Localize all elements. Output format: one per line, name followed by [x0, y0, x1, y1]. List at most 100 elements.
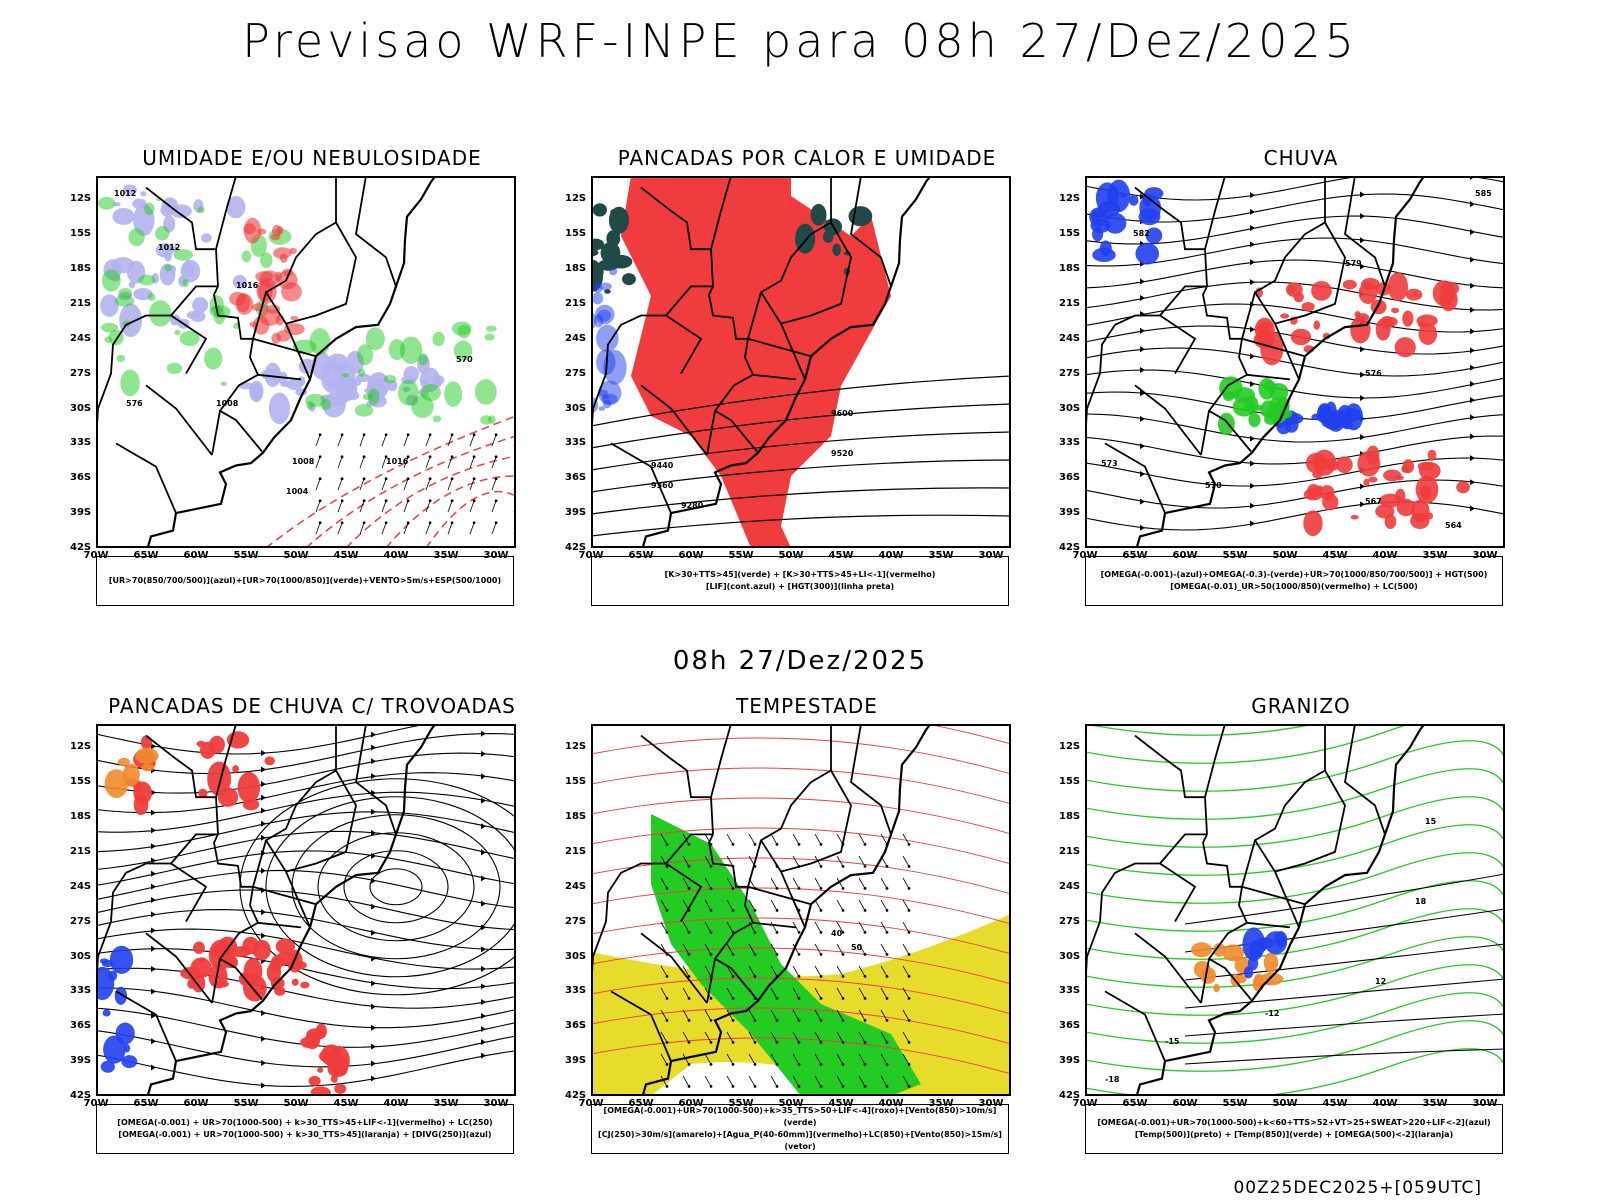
rain-blue-area [1336, 404, 1353, 428]
x-tick-label: 65W [133, 1098, 159, 1109]
y-tick-label: 18S [1059, 263, 1081, 274]
temp-label: -18 [1105, 1075, 1120, 1084]
wind-arrow-head [384, 433, 388, 437]
wind850-vector [858, 921, 866, 933]
country-border [1134, 932, 1202, 1004]
heat-green-area [832, 243, 842, 257]
wind850-vector [726, 987, 734, 999]
y-tick-label: 27S [1059, 367, 1081, 379]
lc250-streamline-arrow [261, 1010, 266, 1017]
wind850-vector [660, 1053, 668, 1065]
legend-line: [OMEGA(-0.001) + UR>70(1000-500) + k>30_… [118, 1130, 492, 1139]
coastline [641, 724, 932, 1096]
wind-arrow-head [406, 477, 410, 481]
y-tick-label: 36S [1059, 1020, 1081, 1032]
wind850-vector-head [797, 996, 801, 1000]
temp850-green-contour [1085, 1048, 1505, 1096]
wind-arrow-head [340, 477, 344, 481]
coastline [146, 724, 437, 1096]
hgt500-streamline [1085, 237, 1505, 267]
wind850-vector [726, 943, 734, 955]
humidity-green-contour [487, 415, 496, 425]
lc250-streamline-arrow [371, 773, 376, 780]
wind850-vector [814, 877, 822, 889]
x-tick-label: 50W [1272, 550, 1298, 561]
hgt500-streamline [1085, 347, 1505, 377]
country-border [1159, 833, 1207, 865]
rain-red-area [1280, 313, 1290, 319]
y-tick-label: 21S [1059, 297, 1081, 309]
wind850-vector [858, 1053, 866, 1065]
heat-green-area [822, 230, 834, 244]
water-red-contour [591, 977, 1011, 1015]
wind-arrow-head [384, 521, 388, 525]
wind850-vector [902, 855, 910, 867]
wind-arrow-head [428, 455, 432, 459]
lc250-streamline-arrow [371, 903, 376, 910]
wind-arrow-head [428, 499, 432, 503]
wind850-vector [748, 833, 756, 845]
wind850-vector [748, 1053, 756, 1065]
wind850-vector [814, 987, 822, 999]
storm-red-area [199, 741, 216, 759]
wind-arrow-head [472, 477, 476, 481]
hgt-label: 9520 [831, 449, 854, 458]
wind-arrow-head [318, 477, 322, 481]
rain-red-area [1420, 484, 1432, 500]
humidity-blue-area [140, 191, 147, 197]
map-svg: 1012 1012 1016 1008 1004 1008 1016 570 576 [96, 176, 516, 548]
wind850-vector-head [885, 908, 889, 912]
country-border [1200, 410, 1210, 456]
wind850-vector [660, 1075, 668, 1087]
wind850-vector [902, 921, 910, 933]
lc250-streamline-arrow [151, 945, 156, 952]
rain-red-area [1402, 310, 1414, 327]
wind-arrow-head [340, 455, 344, 459]
lc250-streamline-arrow [151, 911, 156, 918]
humidity-blue-area [232, 274, 247, 289]
wind850-vector [858, 965, 866, 977]
y-tick-label: 27S [565, 915, 587, 927]
wind-arrow-head [494, 477, 498, 481]
chart-map: 12S 15S 18S 21S 24S 27S 30S 33S 36S 39S 42S 70W 65W 6… [70, 724, 516, 1109]
x-tick-label: 40W [878, 550, 904, 561]
wind850-vector-head [885, 930, 889, 934]
wind-arrow [315, 478, 321, 491]
map-svg: 12 15 18 -12 -15 -18 [1085, 724, 1505, 1096]
rain-red-area [1394, 337, 1416, 358]
wind850-vector-head [819, 996, 823, 1000]
wind-arrow [469, 522, 475, 535]
x-tick-label: 35W [433, 550, 459, 561]
lc250-streamline-arrow [261, 749, 266, 756]
rain-red-area [1313, 320, 1321, 330]
country-border [1134, 384, 1202, 456]
storm-red-area [317, 1067, 324, 1073]
wind850-vector-head [731, 842, 735, 846]
humidity-green-contour [144, 202, 155, 216]
wind-arrow [491, 500, 497, 513]
wind-arrow [359, 434, 365, 447]
wind850-vector-head [775, 908, 779, 912]
rain-red-area [1363, 478, 1370, 487]
wind-arrow-head [450, 521, 454, 525]
wind850-vector [770, 965, 778, 977]
wind850-vector [792, 855, 800, 867]
wind850-vector [682, 1053, 690, 1065]
humidity-green-contour [305, 393, 326, 407]
country-border [215, 724, 237, 798]
wind850-vector [858, 855, 866, 867]
wind850-vector-head [709, 1084, 713, 1088]
wind850-vector [902, 943, 910, 955]
wind850-vector-head [907, 1084, 911, 1088]
wind850-vector-head [819, 952, 823, 956]
rain-blue-area [1128, 194, 1139, 206]
temp-label: 15 [1425, 817, 1437, 826]
x-tick-label: 60W [183, 1098, 209, 1109]
rain-green-area [1267, 396, 1290, 424]
wind-arrow-head [450, 433, 454, 437]
wind850-vector [858, 1031, 866, 1043]
wind850-vector [704, 965, 712, 977]
wind850-vector-head [709, 1062, 713, 1066]
y-tick-label: 24S [70, 332, 92, 344]
